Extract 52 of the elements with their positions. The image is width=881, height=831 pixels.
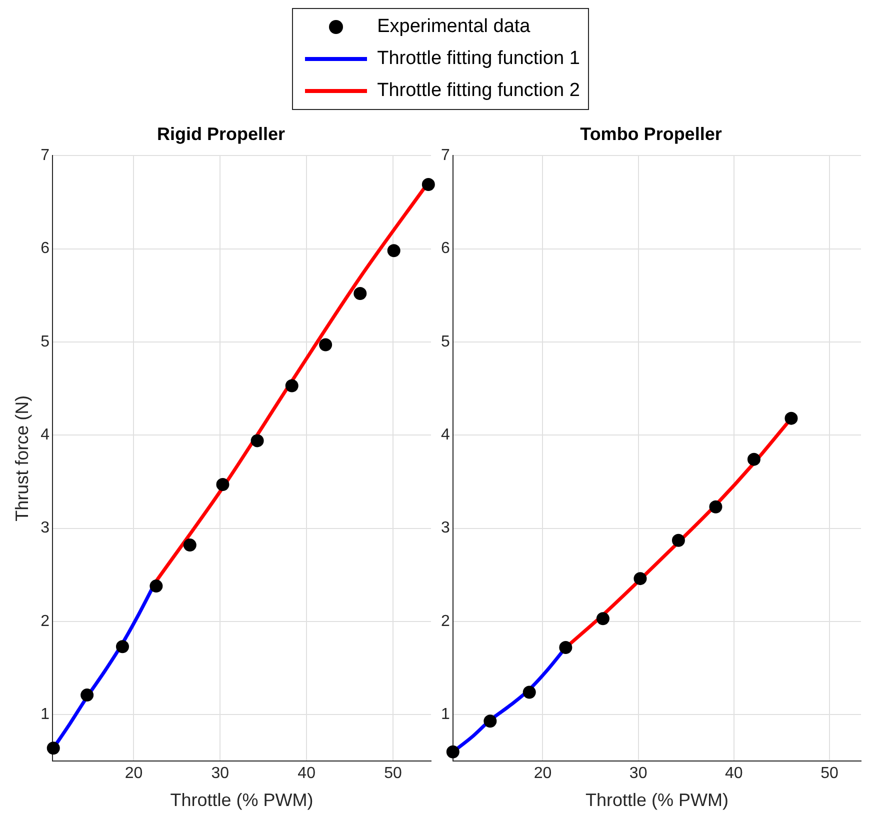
chart-title: Rigid Propeller [156, 124, 286, 144]
y-tick-label: 6 [440, 240, 450, 258]
legend-label: Experimental data [377, 16, 530, 38]
x-tick-label: 20 [534, 765, 552, 782]
x-tick-label: 30 [629, 765, 648, 782]
point [183, 538, 196, 552]
y-tick-label: 7 [40, 147, 50, 164]
point [747, 452, 760, 466]
y-tick-label: 3 [40, 520, 50, 537]
point [596, 612, 610, 626]
point [784, 412, 798, 425]
point [446, 745, 460, 758]
x-tick-label: 50 [820, 765, 838, 782]
point [672, 534, 685, 547]
point [150, 580, 163, 593]
y-tick-label: 4 [440, 426, 450, 444]
x-axis-title: Throttle (% PWM) [585, 790, 728, 810]
point [634, 572, 647, 586]
y-tick-label: 1 [440, 706, 450, 724]
point [250, 434, 264, 448]
x-axis-title: Throttle (% PWM) [170, 790, 314, 810]
point [709, 500, 722, 514]
point [116, 640, 129, 654]
legend-label: Throttle fitting function 2 [377, 80, 580, 102]
x-tick-label: 40 [298, 765, 316, 782]
y-tick-label: 4 [40, 426, 50, 444]
point [46, 742, 60, 755]
point [354, 286, 367, 300]
x-tick-label: 20 [124, 765, 143, 782]
y-tick-label: 2 [440, 612, 450, 630]
point [522, 686, 536, 699]
y-tick-label: 5 [40, 333, 50, 350]
point [319, 338, 332, 352]
y-axis-title: Thrust force (N) [12, 395, 32, 522]
x-tick-label: 30 [211, 765, 230, 782]
legend-label: Throttle fitting function 1 [377, 48, 580, 70]
point [387, 244, 400, 258]
y-tick-label: 6 [40, 240, 50, 258]
point [285, 379, 298, 392]
y-tick-label: 3 [440, 520, 450, 537]
point [422, 178, 435, 191]
y-tick-label: 7 [440, 147, 450, 164]
point [80, 688, 94, 702]
point [559, 641, 572, 654]
y-tick-label: 1 [40, 706, 50, 724]
point [216, 478, 230, 491]
chart-title: Tombo Propeller [580, 124, 722, 144]
y-tick-label: 5 [440, 333, 450, 350]
x-tick-label: 50 [384, 765, 402, 782]
point [484, 714, 497, 728]
x-tick-label: 40 [724, 765, 743, 782]
y-tick-label: 2 [40, 612, 50, 630]
